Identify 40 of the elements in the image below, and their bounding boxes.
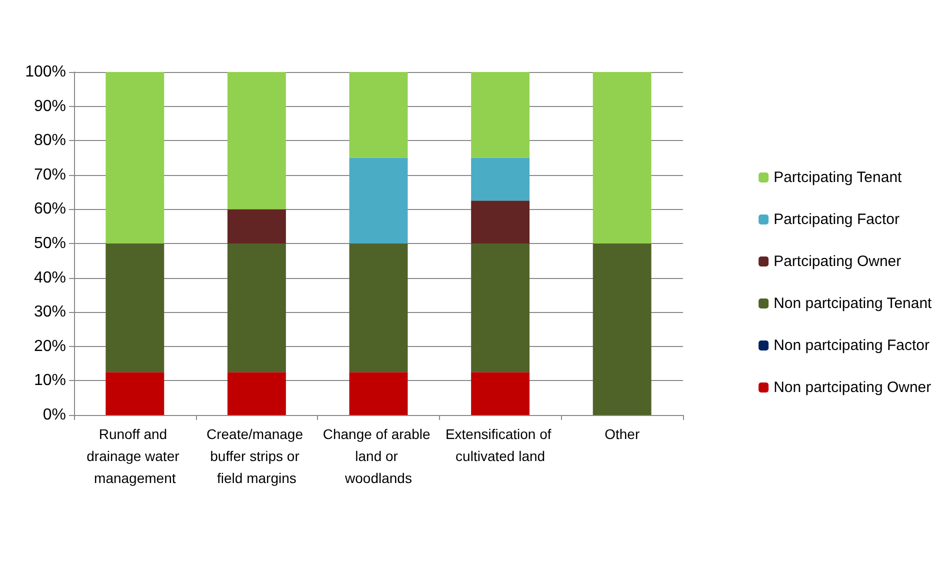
bar (349, 244, 408, 372)
x-tick-label: Runoff and drainage water management (86, 426, 184, 486)
bar (106, 244, 164, 372)
y-tick-label: 80% (34, 132, 66, 150)
legend-label: Partcipating Owner (774, 253, 902, 270)
y-tick-label: 10% (34, 372, 66, 390)
x-tick-label: Change of arable land or woodlands (322, 426, 434, 486)
bar (227, 244, 286, 372)
legend-label: Partcipating Tenant (774, 169, 903, 186)
bar (471, 200, 530, 244)
y-tick-label: 20% (34, 338, 66, 355)
y-tick-label: 50% (34, 235, 66, 252)
bar (106, 72, 164, 244)
bar (471, 372, 530, 415)
legend-label: Non partcipating Factor (774, 337, 930, 354)
bar (592, 72, 652, 244)
bar (471, 158, 530, 201)
bar (471, 244, 530, 372)
y-tick-label: 30% (34, 304, 66, 321)
x-tick-label: Create/manage buffer strips or field margins (206, 426, 307, 486)
bar (471, 72, 530, 158)
bar (227, 209, 286, 244)
bar (592, 244, 652, 415)
bar (106, 372, 164, 415)
y-tick-label: 40% (34, 269, 66, 286)
y-tick-label: 70% (34, 166, 66, 184)
y-tick-label: 60% (34, 200, 66, 218)
bar (227, 72, 286, 210)
legend-label: Partcipating Factor (774, 211, 900, 228)
bar (349, 372, 408, 415)
y-tick-label: 0% (42, 406, 66, 424)
y-tick-label: 90% (34, 98, 66, 115)
x-tick-label: Other (604, 426, 640, 442)
y-tick-label: 100% (25, 64, 66, 80)
bar (349, 158, 408, 244)
legend-label: Non partcipating Owner (774, 379, 932, 396)
bar (349, 72, 408, 158)
x-tick-label: Extensification of cultivated land (445, 426, 556, 464)
bar (227, 372, 286, 415)
legend-label: Non partcipating Tenant (774, 295, 933, 312)
